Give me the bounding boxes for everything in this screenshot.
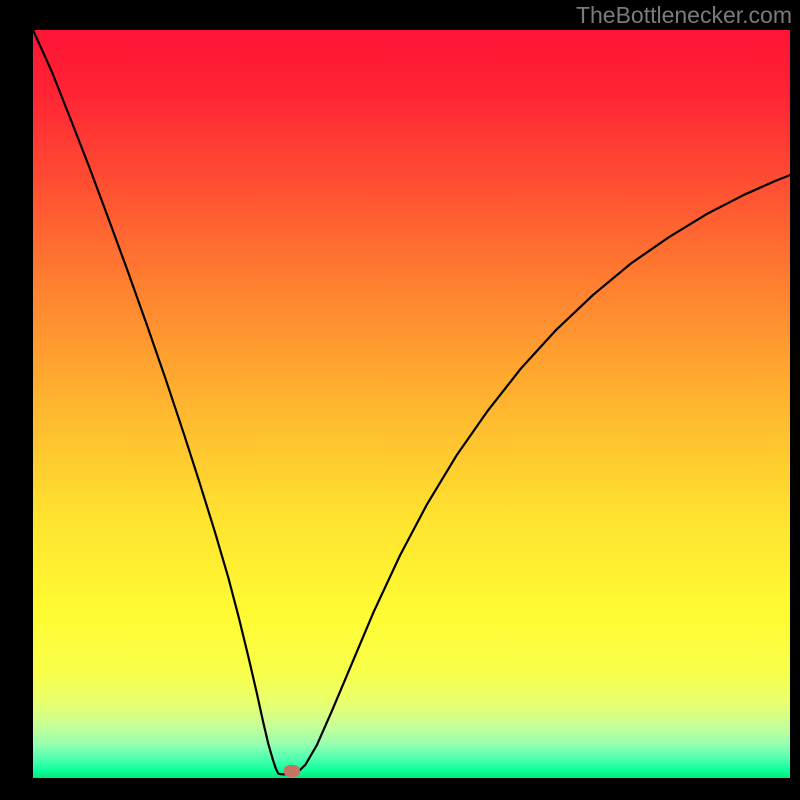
plot-area xyxy=(33,30,790,778)
watermark-text: TheBottlenecker.com xyxy=(576,2,792,29)
optimal-point-marker xyxy=(284,765,300,777)
bottleneck-curve xyxy=(33,30,790,778)
chart-frame: TheBottlenecker.com xyxy=(0,0,800,800)
